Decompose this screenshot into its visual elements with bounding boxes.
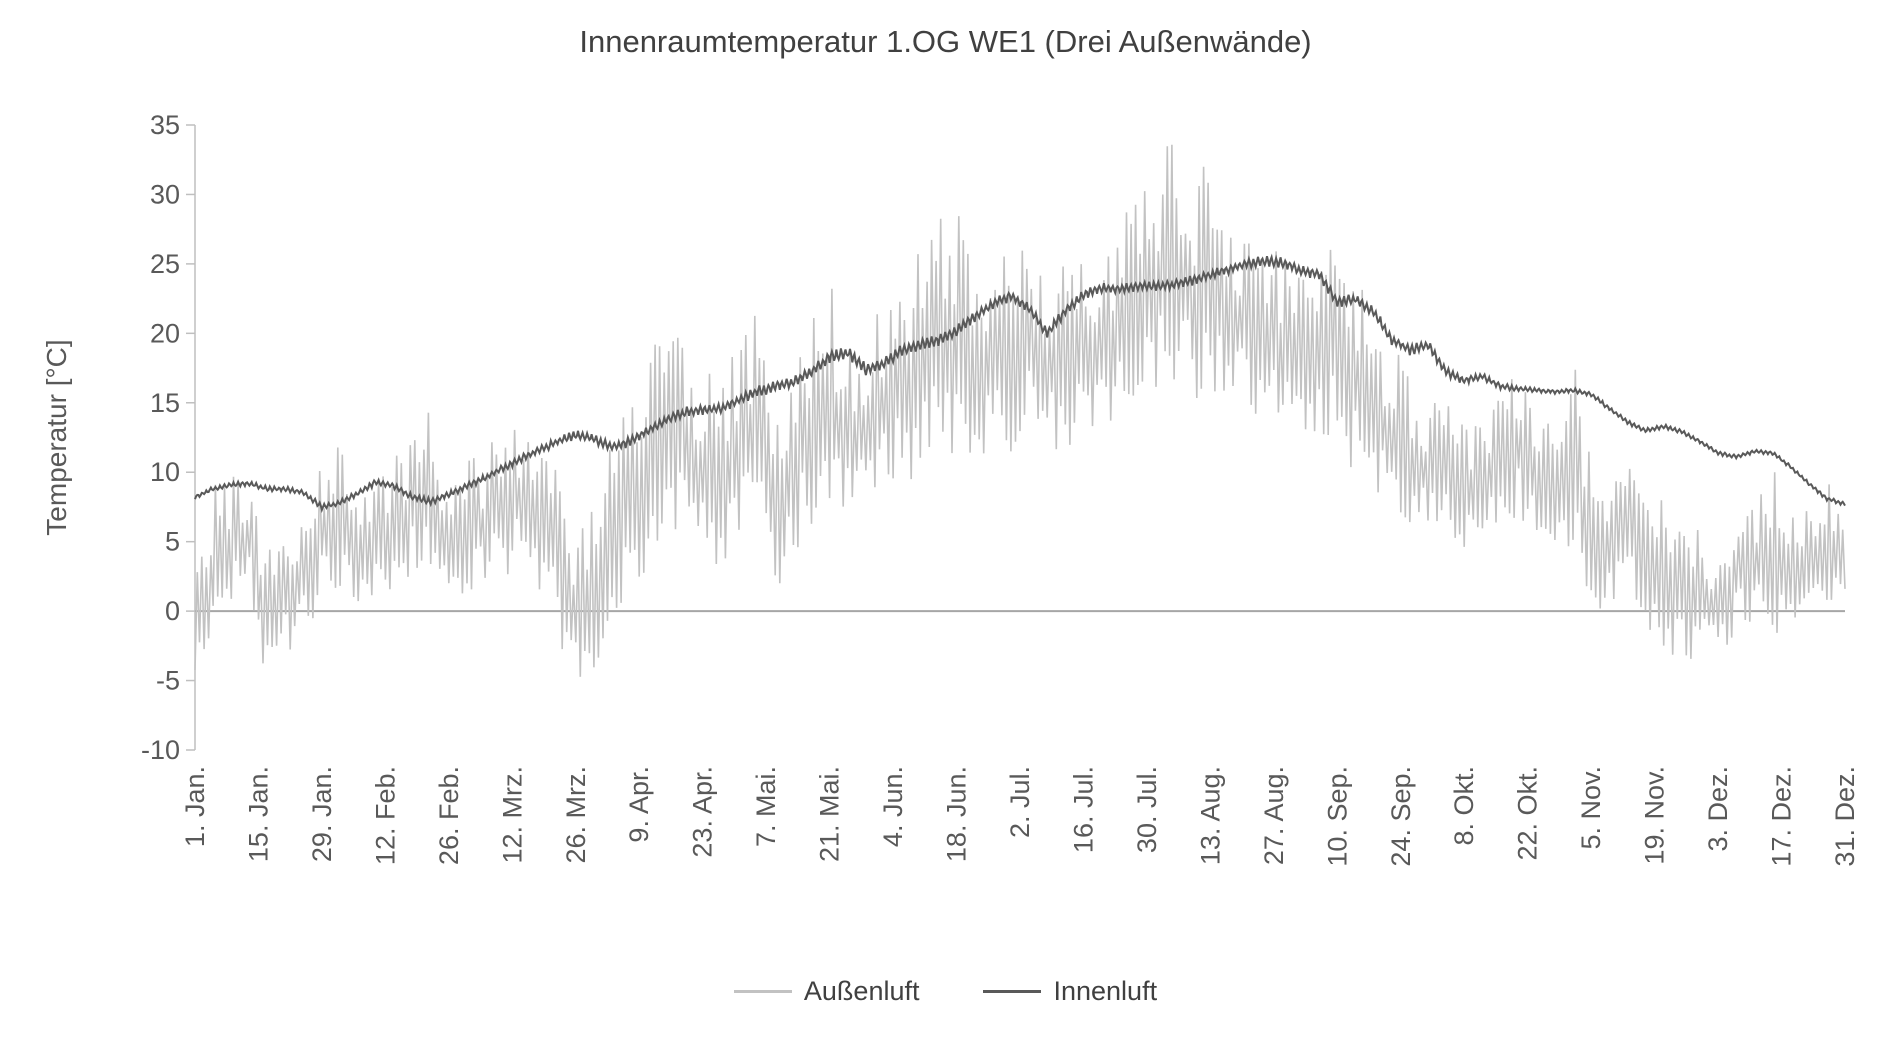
y-tick-label: 25 bbox=[150, 249, 180, 279]
legend-item-innenluft: Innenluft bbox=[983, 976, 1157, 1007]
legend-label-innenluft: Innenluft bbox=[1053, 976, 1158, 1006]
x-tick-label: 26. Feb. bbox=[434, 766, 464, 865]
innenluft-series-line bbox=[194, 253, 1846, 513]
x-tick-label: 23. Apr. bbox=[688, 766, 718, 858]
x-tick-label: 27. Aug. bbox=[1259, 766, 1289, 865]
plot-area: -10 -5 0 5 10 15 20 25 30 35 1. Jan. 15. Jan. 29. Ja… bbox=[41, 110, 1860, 867]
y-tick-label: 20 bbox=[150, 318, 180, 348]
x-tick-label: 12. Feb. bbox=[370, 766, 400, 865]
x-tick-label: 8. Okt. bbox=[1449, 766, 1479, 846]
x-tick-label: 17. Dez. bbox=[1767, 766, 1797, 867]
y-tick-label: 35 bbox=[150, 110, 180, 140]
x-tick-label: 10. Sep. bbox=[1322, 766, 1352, 867]
x-tick-label: 7. Mai. bbox=[751, 766, 781, 847]
x-tick-label: 13. Aug. bbox=[1195, 766, 1225, 865]
y-tick-label: 10 bbox=[150, 457, 180, 487]
aussenluft-series-line bbox=[194, 144, 1846, 677]
x-tick-label: 30. Jul. bbox=[1132, 766, 1162, 853]
x-tick-label: 15. Jan. bbox=[243, 766, 273, 862]
y-tick-label: 0 bbox=[165, 596, 180, 626]
legend-label-aussenluft: Außenluft bbox=[803, 976, 920, 1006]
y-tick-label: -10 bbox=[141, 735, 180, 765]
legend-item-aussenluft: Außenluft bbox=[733, 976, 920, 1007]
x-tick-label: 5. Nov. bbox=[1576, 766, 1606, 850]
x-tick-label: 3. Dez. bbox=[1703, 766, 1733, 852]
y-tick-label: 30 bbox=[150, 179, 180, 209]
x-tick-label: 21. Mai. bbox=[815, 766, 845, 862]
chart-title: Innenraumtemperatur 1.OG WE1 (Drei Außen… bbox=[579, 24, 1312, 59]
x-tick-label: 2. Jul. bbox=[1005, 766, 1035, 838]
x-tick-label: 1. Jan. bbox=[180, 766, 210, 847]
aussenluft-line-swatch bbox=[733, 990, 792, 993]
y-tick-label: -5 bbox=[156, 666, 180, 696]
y-tick-label: 15 bbox=[150, 388, 180, 418]
legend: Außenluft Innenluft bbox=[0, 976, 1891, 1007]
y-tick-label: 5 bbox=[165, 527, 180, 557]
x-tick-label: 29. Jan. bbox=[307, 766, 337, 862]
x-tick-label: 24. Sep. bbox=[1386, 766, 1416, 867]
x-tick-label: 26. Mrz. bbox=[561, 766, 591, 864]
x-tick-label: 12. Mrz. bbox=[497, 766, 527, 864]
y-axis-title: Temperatur [°C] bbox=[41, 339, 72, 535]
x-tick-label: 19. Nov. bbox=[1640, 766, 1670, 865]
x-tick-label: 16. Jul. bbox=[1068, 766, 1098, 853]
x-tick-label: 22. Okt. bbox=[1513, 766, 1543, 861]
x-tick-label: 4. Jun. bbox=[878, 766, 908, 847]
x-tick-label: 18. Jun. bbox=[942, 766, 972, 862]
x-tick-label: 9. Apr. bbox=[624, 766, 654, 843]
innenluft-line-swatch bbox=[983, 990, 1042, 993]
x-tick-label: 31. Dez. bbox=[1830, 766, 1860, 867]
